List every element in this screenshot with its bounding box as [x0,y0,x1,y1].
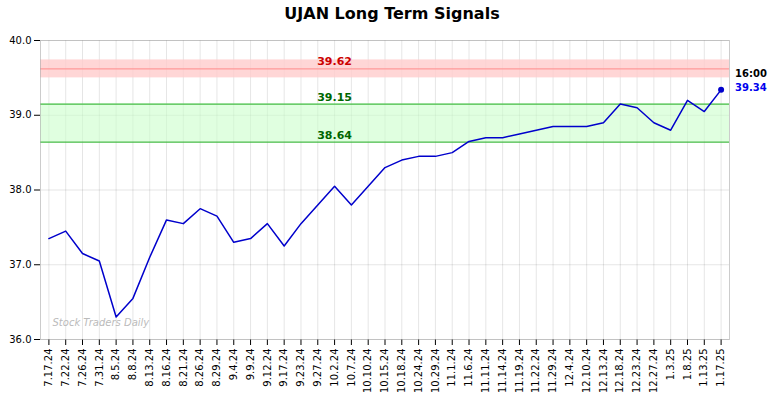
svg-text:37.0: 37.0 [9,259,31,270]
svg-text:10.29.24: 10.29.24 [430,349,441,394]
svg-text:8.26.24: 8.26.24 [194,349,205,387]
svg-text:10.18.24: 10.18.24 [396,349,407,394]
svg-text:7.26.24: 7.26.24 [77,349,88,387]
svg-text:39.62: 39.62 [317,55,352,68]
svg-text:9.4.24: 9.4.24 [228,349,239,381]
svg-text:11.11.24: 11.11.24 [480,349,491,394]
svg-text:38.64: 38.64 [317,129,352,142]
svg-text:1.13.25: 1.13.25 [698,349,709,387]
svg-text:12.4.24: 12.4.24 [564,349,575,387]
svg-text:12.18.24: 12.18.24 [614,349,625,394]
svg-text:10.2.24: 10.2.24 [329,349,340,387]
html-text:UJAN Long Term Signals: UJAN Long Term Signals [284,4,500,23]
svg-text:9.27.24: 9.27.24 [312,349,323,387]
svg-text:Stock Traders Daily: Stock Traders Daily [53,317,151,328]
svg-text:10.24.24: 10.24.24 [413,349,424,394]
svg-text:8.5.24: 8.5.24 [110,349,121,381]
svg-text:8.21.24: 8.21.24 [178,349,189,387]
svg-text:39.34: 39.34 [735,82,767,93]
svg-text:1.17.25: 1.17.25 [715,349,726,387]
svg-text:9.9.24: 9.9.24 [245,349,256,381]
svg-text:7.31.24: 7.31.24 [94,349,105,387]
svg-text:8.8.24: 8.8.24 [127,349,138,381]
svg-text:36.0: 36.0 [9,334,31,345]
svg-text:11.29.24: 11.29.24 [547,349,558,394]
svg-text:12.27.24: 12.27.24 [648,349,659,394]
svg-text:39.15: 39.15 [317,91,352,104]
svg-text:10.10.24: 10.10.24 [362,349,373,394]
svg-text:16:00: 16:00 [735,68,767,79]
svg-text:8.16.24: 8.16.24 [161,349,172,387]
svg-text:8.29.24: 8.29.24 [211,349,222,387]
svg-text:1.3.25: 1.3.25 [665,349,676,381]
svg-text:10.7.24: 10.7.24 [346,349,357,387]
svg-text:11.19.24: 11.19.24 [514,349,525,394]
svg-text:11.14.24: 11.14.24 [497,349,508,394]
svg-text:1.8.25: 1.8.25 [682,349,693,381]
svg-text:12.10.24: 12.10.24 [581,349,592,394]
svg-text:38.0: 38.0 [9,184,31,195]
svg-text:11.6.24: 11.6.24 [463,349,474,387]
svg-text:12.23.24: 12.23.24 [631,349,642,394]
svg-text:9.23.24: 9.23.24 [295,349,306,387]
svg-text:11.1.24: 11.1.24 [446,349,457,387]
svg-text:8.13.24: 8.13.24 [144,349,155,387]
svg-text:10.15.24: 10.15.24 [379,349,390,394]
svg-text:40.0: 40.0 [9,35,31,46]
svg-text:7.17.24: 7.17.24 [43,349,54,387]
svg-text:11.22.24: 11.22.24 [530,349,541,394]
svg-text:9.17.24: 9.17.24 [278,349,289,387]
svg-text:12.13.24: 12.13.24 [598,349,609,394]
svg-text:9.12.24: 9.12.24 [262,349,273,387]
svg-text:7.22.24: 7.22.24 [60,349,71,387]
svg-text:39.0: 39.0 [9,109,31,120]
